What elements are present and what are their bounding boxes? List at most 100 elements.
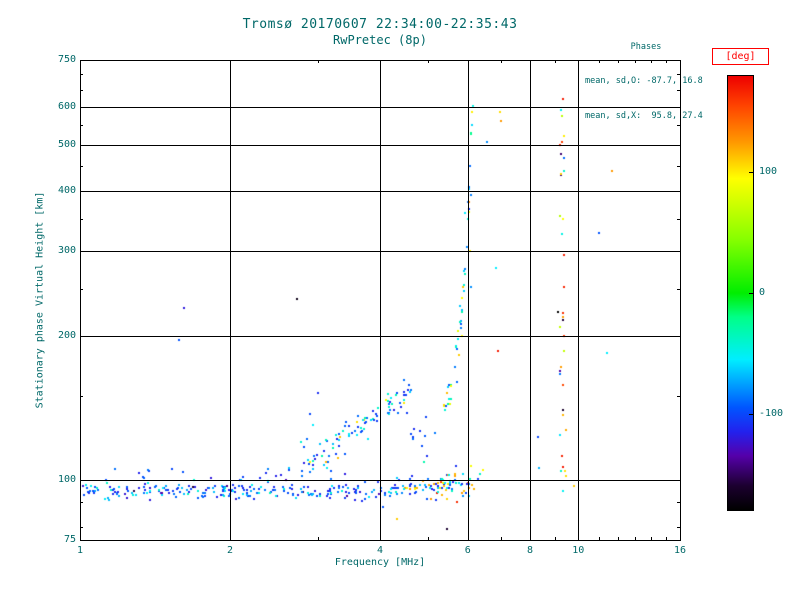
y-gridline	[80, 335, 680, 337]
colorbar-unit-label: [deg]	[712, 48, 769, 65]
x-tick-label: 8	[526, 545, 534, 556]
y-gridline	[80, 106, 680, 108]
plot-subtitle: RwPretec (8p)	[333, 33, 427, 47]
y-tick-mark	[674, 480, 680, 482]
y-minor-tick	[677, 395, 680, 397]
phase-stats-heading: Phases	[630, 41, 662, 52]
x-minor-tick	[651, 60, 653, 63]
x-gridline	[380, 60, 381, 540]
y-tick-mark	[674, 251, 680, 252]
y-gridline	[80, 480, 680, 482]
y-minor-tick	[80, 124, 83, 126]
plot-title: Tromsø 20170607 22:34:00-22:35:43	[242, 17, 518, 32]
x-minor-tick	[501, 60, 503, 63]
x-tick-mark	[380, 60, 381, 66]
x-minor-tick	[317, 60, 319, 63]
y-minor-tick	[80, 74, 83, 76]
y-minor-tick	[677, 124, 680, 126]
y-minor-tick	[677, 166, 680, 168]
x-tick-label: 6	[464, 545, 471, 556]
y-minor-tick	[80, 395, 83, 397]
x-tick-mark	[467, 534, 469, 540]
y-tick-label: 300	[57, 245, 76, 256]
y-tick-mark	[674, 60, 680, 61]
colorbar-tick-mark	[749, 414, 754, 416]
x-minor-tick	[501, 537, 503, 540]
y-tick-mark	[80, 540, 86, 541]
x-tick-label: 2	[226, 545, 234, 556]
y-tick-label: 600	[57, 100, 76, 112]
y-minor-tick	[677, 218, 680, 220]
y-tick-label: 400	[57, 185, 76, 197]
y-minor-tick	[677, 526, 680, 528]
x-tick-mark	[530, 60, 531, 66]
x-minor-tick	[651, 537, 653, 540]
x-gridline	[230, 60, 231, 540]
x-gridline	[467, 60, 469, 540]
y-minor-tick	[677, 89, 680, 91]
x-axis-title: Frequency [MHz]	[334, 557, 426, 568]
y-tick-mark	[80, 251, 86, 252]
x-tick-mark	[80, 60, 81, 66]
x-minor-tick	[617, 537, 619, 540]
x-minor-tick	[666, 537, 668, 540]
y-tick-mark	[80, 480, 86, 482]
x-tick-mark	[530, 534, 531, 540]
x-gridline	[530, 60, 531, 540]
y-tick-label: 200	[57, 329, 76, 341]
colorbar-tick-label: -100	[759, 408, 784, 420]
y-gridline	[80, 144, 680, 146]
x-tick-label: 1	[76, 545, 84, 556]
y-minor-tick	[80, 218, 83, 220]
y-tick-mark	[674, 106, 680, 108]
x-tick-label: 10	[572, 545, 585, 556]
x-tick-mark	[680, 534, 681, 540]
x-tick-label: 4	[376, 545, 384, 556]
x-tick-mark	[380, 534, 381, 540]
x-tick-mark	[680, 60, 681, 66]
y-tick-label: 100	[57, 474, 76, 486]
y-tick-label: 75	[63, 534, 76, 545]
x-tick-label: 16	[673, 545, 687, 556]
x-gridline	[578, 60, 580, 540]
y-gridline	[80, 251, 680, 252]
y-minor-tick	[80, 526, 83, 528]
y-minor-tick	[677, 74, 680, 76]
y-axis-title: Stationary phase Virtual Height [km]	[34, 191, 46, 409]
y-tick-mark	[80, 60, 86, 61]
x-minor-tick	[617, 60, 619, 63]
y-tick-mark	[674, 335, 680, 337]
x-minor-tick	[635, 537, 637, 540]
x-tick-mark	[80, 534, 81, 540]
y-minor-tick	[80, 89, 83, 91]
x-tick-mark	[578, 60, 580, 66]
x-minor-tick	[598, 60, 600, 63]
x-minor-tick	[555, 60, 557, 63]
y-tick-mark	[80, 144, 86, 146]
y-tick-label: 500	[57, 138, 76, 150]
y-minor-tick	[80, 501, 83, 503]
x-minor-tick	[666, 60, 668, 63]
y-tick-mark	[80, 191, 86, 193]
colorbar-tick-label: 0	[759, 287, 766, 298]
y-gridline	[80, 191, 680, 193]
y-minor-tick	[80, 289, 83, 291]
y-tick-label: 750	[57, 54, 76, 65]
x-minor-tick	[598, 537, 600, 540]
x-tick-mark	[578, 534, 580, 540]
y-tick-mark	[80, 106, 86, 108]
y-tick-mark	[674, 144, 680, 146]
y-tick-mark	[80, 335, 86, 337]
x-tick-mark	[230, 60, 231, 66]
y-minor-tick	[677, 501, 680, 503]
x-tick-mark	[467, 60, 469, 66]
x-minor-tick	[555, 537, 557, 540]
colorbar-tick-label: 100	[759, 165, 778, 177]
y-tick-mark	[674, 540, 680, 541]
x-tick-mark	[230, 534, 231, 540]
y-minor-tick	[80, 166, 83, 168]
x-minor-tick	[428, 60, 430, 63]
colorbar-tick-mark	[749, 293, 754, 294]
x-minor-tick	[317, 537, 319, 540]
